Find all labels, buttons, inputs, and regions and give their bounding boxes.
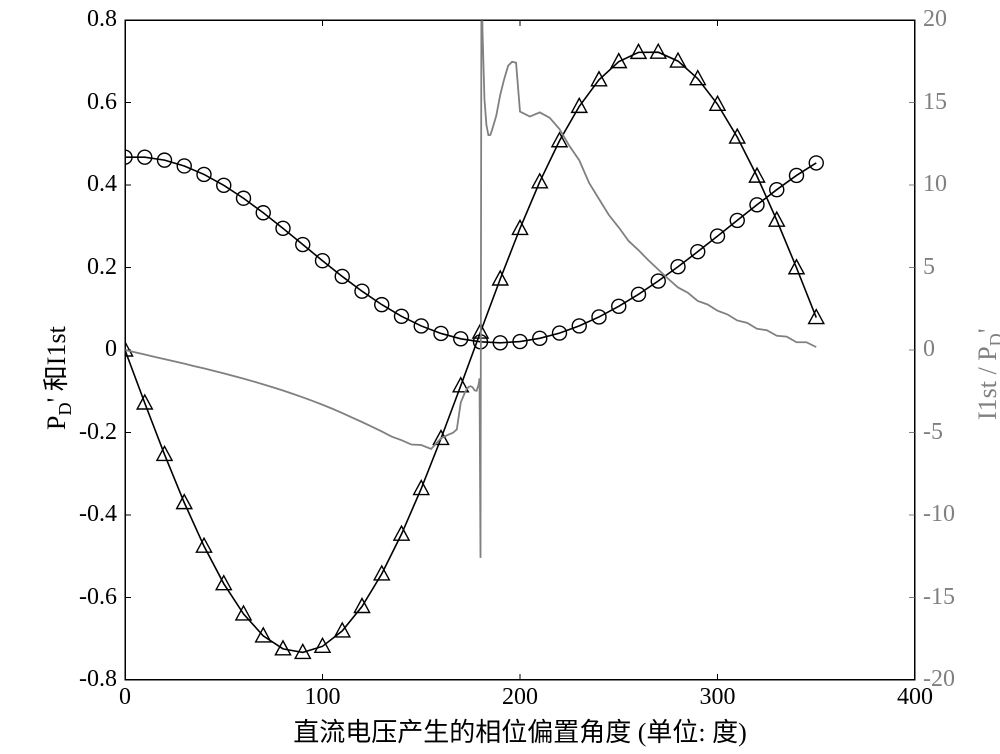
- y-left-tick-label: -0.8: [55, 666, 117, 693]
- y-right-tick-label: 20: [923, 6, 983, 33]
- x-tick-label: 200: [480, 684, 560, 711]
- series-I1st-line: [125, 52, 816, 652]
- y-right-tick-label: 5: [923, 254, 983, 281]
- y-right-tick-label: -10: [923, 501, 983, 528]
- y-left-tick-label: 0.4: [55, 171, 117, 198]
- y-right-tick-label: 15: [923, 89, 983, 116]
- y-left-axis-label: PD' 和I1st: [36, 326, 76, 430]
- series-ratio_I1st_over_Pd-line: [125, 0, 816, 558]
- series-Pd_prime-markers: [118, 150, 823, 350]
- y-right-tick-label: -15: [923, 584, 983, 611]
- y-left-tick-label: 0.8: [55, 6, 117, 33]
- series-I1st-markers: [117, 44, 823, 658]
- y-left-tick-label: -0.4: [55, 501, 117, 528]
- plot-svg: [0, 0, 1000, 754]
- y-left-tick-label: 0.6: [55, 89, 117, 116]
- y-right-axis-label: I1st / PD': [973, 328, 1000, 420]
- figure: 0100200300400-0.8-0.6-0.4-0.200.20.40.60…: [0, 0, 1000, 754]
- series-Pd_prime-line: [125, 157, 816, 343]
- x-tick-label: 300: [678, 684, 758, 711]
- y-left-tick-label: 0.2: [55, 254, 117, 281]
- y-right-tick-label: 10: [923, 171, 983, 198]
- x-tick-label: 100: [283, 684, 363, 711]
- y-right-tick-label: -20: [923, 666, 983, 693]
- y-left-tick-label: -0.6: [55, 584, 117, 611]
- x-axis-label: 直流电压产生的相位偏置角度 (单位: 度): [220, 712, 820, 749]
- y-right-tick-label: -5: [923, 419, 983, 446]
